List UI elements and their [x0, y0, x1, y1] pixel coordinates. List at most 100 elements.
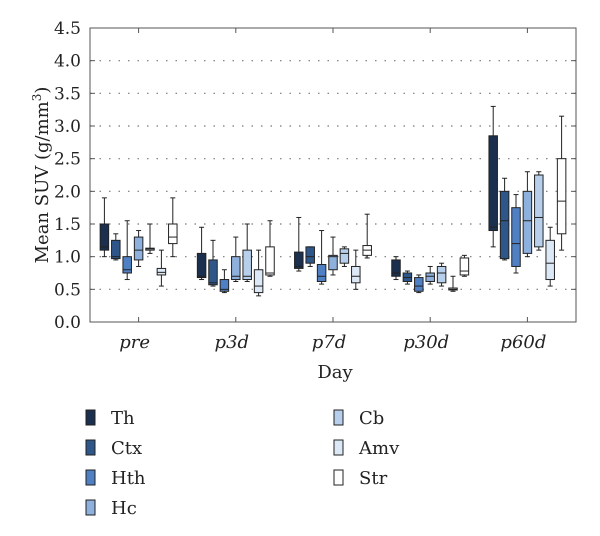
y-tick-label: 0.5	[54, 280, 81, 300]
legend-item-Str: Str	[333, 468, 388, 489]
box-body	[488, 135, 498, 232]
legend-swatch	[333, 439, 344, 456]
legend-label: Th	[111, 408, 135, 429]
legend-label: Cb	[359, 408, 384, 429]
y-tick-label: 2.0	[54, 182, 81, 202]
box-body	[122, 256, 132, 274]
y-tick-label: 4.5	[54, 19, 81, 39]
box-body	[534, 174, 544, 248]
box-Amv-p7d	[351, 249, 361, 290]
box-Ctx-p60d	[499, 177, 510, 261]
legend-item-Hth: Hth	[85, 468, 146, 489]
y-tick-label: 4.0	[54, 52, 81, 72]
legend-label: Hth	[111, 468, 146, 489]
box-body	[168, 223, 178, 245]
legend-swatch	[85, 439, 96, 456]
box-body	[459, 257, 470, 276]
legend-swatch	[85, 409, 96, 426]
box-Cb-p7d	[339, 246, 350, 267]
box-Hc-p60d	[522, 171, 533, 258]
box-Hth-pre	[122, 220, 132, 281]
legend-item-Cb: Cb	[333, 408, 384, 429]
box-Amv-p60d	[545, 226, 555, 287]
legend-item-Th: Th	[85, 408, 135, 429]
x-tick-label: p30d	[403, 332, 449, 353]
box-Amv-p3d	[253, 249, 264, 297]
box-Hc-p30d	[425, 265, 435, 285]
x-axis-label: Day	[317, 362, 353, 383]
x-tick-label: pre	[119, 332, 150, 353]
box-body	[339, 248, 350, 264]
box-body	[253, 269, 264, 294]
box-Amv-p30d	[448, 275, 458, 292]
box-Cb-pre	[145, 223, 155, 254]
box-Hc-pre	[133, 230, 144, 267]
box-Cb-p60d	[534, 171, 544, 251]
y-tick-label: 2.5	[54, 150, 81, 170]
legend-item-Amv: Amv	[333, 438, 400, 459]
box-body	[305, 246, 315, 264]
box-body	[242, 249, 252, 281]
box-Hth-p3d	[219, 269, 230, 294]
box-body	[425, 272, 435, 282]
box-body	[156, 267, 167, 276]
legend-swatch	[85, 499, 96, 516]
box-Str-p3d	[265, 220, 275, 277]
box-body	[265, 246, 275, 276]
box-body	[208, 259, 218, 286]
box-body	[414, 277, 424, 292]
y-tick-label: 3.0	[54, 117, 81, 137]
legend-label: Hc	[111, 498, 137, 519]
box-body	[133, 236, 144, 261]
box-body	[196, 252, 207, 279]
x-tick-label: p3d	[215, 332, 250, 353]
legend-swatch	[85, 469, 96, 486]
box-Th-pre	[99, 197, 110, 258]
box-Ctx-p7d	[305, 246, 315, 267]
box-Hth-p7d	[316, 230, 327, 285]
x-tick-label: p60d	[500, 332, 546, 353]
box-Ctx-pre	[111, 233, 121, 261]
legend-label: Amv	[358, 438, 400, 459]
y-axis-label: Mean SUV (g/mm3)	[30, 87, 53, 264]
legend-item-Ctx: Ctx	[85, 438, 142, 459]
box-body	[522, 190, 533, 254]
box-body	[328, 254, 338, 271]
box-Ctx-p30d	[402, 270, 413, 285]
legend-label: Ctx	[111, 438, 142, 459]
box-body	[391, 259, 401, 277]
box-body	[316, 264, 327, 282]
box-Th-p30d	[391, 256, 401, 281]
box-Str-p60d	[556, 115, 567, 251]
box-body	[351, 265, 361, 284]
box-body	[556, 158, 567, 235]
box-Hc-p7d	[328, 236, 338, 276]
box-Hc-p3d	[231, 236, 241, 282]
legend-label: Str	[359, 468, 388, 489]
box-body	[99, 223, 110, 251]
box-body	[436, 265, 447, 284]
box-Str-p7d	[362, 213, 372, 259]
y-tick-label: 1.0	[54, 248, 81, 268]
legend-swatch	[333, 469, 344, 486]
y-tick-label: 1.5	[54, 215, 81, 235]
y-tick-label: 0.0	[54, 313, 81, 333]
box-body	[231, 256, 241, 281]
box-body	[511, 207, 521, 267]
x-axis: pre p3d p7d p30d p60d	[119, 28, 546, 353]
box-body	[219, 279, 230, 292]
box-Hth-p30d	[414, 274, 424, 294]
legend: Th Ctx Hth Hc Cb Amv Str	[85, 408, 400, 519]
box-Cb-p3d	[242, 223, 252, 282]
box-Ctx-p3d	[208, 239, 218, 287]
box-Th-p3d	[196, 226, 207, 281]
legend-swatch	[333, 409, 344, 426]
box-Hth-p60d	[511, 194, 521, 274]
legend-item-Hc: Hc	[85, 498, 137, 519]
box-Str-pre	[168, 197, 178, 258]
box-body	[545, 239, 555, 281]
box-Amv-pre	[156, 249, 167, 287]
box-body	[499, 190, 510, 260]
box-body	[111, 239, 121, 260]
